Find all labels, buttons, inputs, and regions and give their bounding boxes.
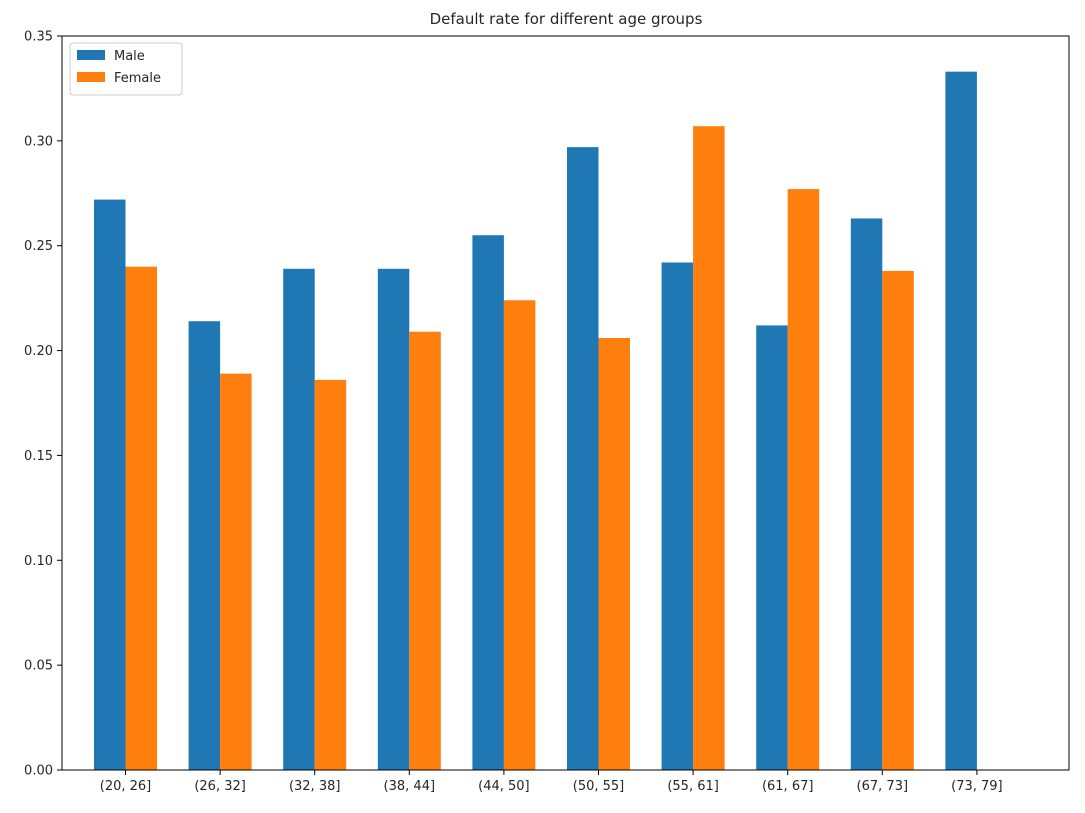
bar-female-4 (503, 300, 536, 770)
y-tick-label: 0.15 (24, 449, 53, 464)
x-tick-label: (67, 73] (857, 779, 909, 794)
legend-label-male: Male (114, 49, 145, 64)
bar-male-2 (283, 268, 315, 770)
legend-swatch-female (77, 72, 105, 82)
y-tick-label: 0.30 (24, 134, 53, 149)
bar-male-1 (188, 321, 221, 770)
bar-female-6 (693, 126, 725, 771)
bar-female-7 (787, 189, 820, 770)
bar-male-5 (567, 147, 599, 771)
y-tick-label: 0.10 (24, 554, 53, 569)
plot-frame (61, 35, 1070, 771)
legend-swatch-male (77, 50, 105, 60)
y-axis: 0.00 0.05 0.10 0.15 0.20 0.25 0.30 0.35 (24, 30, 62, 779)
bar-male-0 (94, 199, 126, 770)
bar-male-6 (661, 262, 694, 770)
x-axis: (20, 26] (26, 32] (32, 38] (38, 44] (44, 50]… (100, 770, 1003, 794)
bar-male-7 (756, 325, 788, 770)
bar-female-0 (125, 266, 157, 770)
x-tick-label: (44, 50] (478, 779, 530, 794)
bar-male-9 (945, 71, 977, 770)
bar-female-1 (220, 373, 252, 770)
bar-female-3 (409, 331, 441, 770)
x-tick-label: (20, 26] (100, 779, 152, 794)
bar-male-8 (850, 218, 883, 771)
x-tick-label: (55, 61] (667, 779, 719, 794)
bar-female-5 (598, 337, 630, 770)
y-tick-label: 0.25 (24, 239, 53, 254)
y-tick-label: 0.35 (24, 30, 53, 45)
bar-female-8 (882, 270, 914, 770)
x-tick-label: (73, 79] (951, 779, 1003, 794)
y-tick-label: 0.05 (24, 659, 53, 674)
bar-male-4 (472, 235, 504, 770)
legend-label-female: Female (114, 71, 161, 86)
x-tick-label: (32, 38] (289, 779, 341, 794)
bar-female-2 (314, 379, 347, 770)
chart-title: Default rate for different age groups (430, 10, 703, 28)
y-tick-label: 0.20 (24, 344, 53, 359)
x-tick-label: (38, 44] (384, 779, 436, 794)
legend: Male Female (69, 42, 183, 96)
y-tick-label: 0.00 (24, 764, 53, 779)
bar-male-3 (377, 268, 410, 770)
x-tick-label: (50, 55] (573, 779, 625, 794)
x-tick-label: (61, 67] (762, 779, 814, 794)
bars (94, 71, 977, 771)
x-tick-label: (26, 32] (194, 779, 246, 794)
